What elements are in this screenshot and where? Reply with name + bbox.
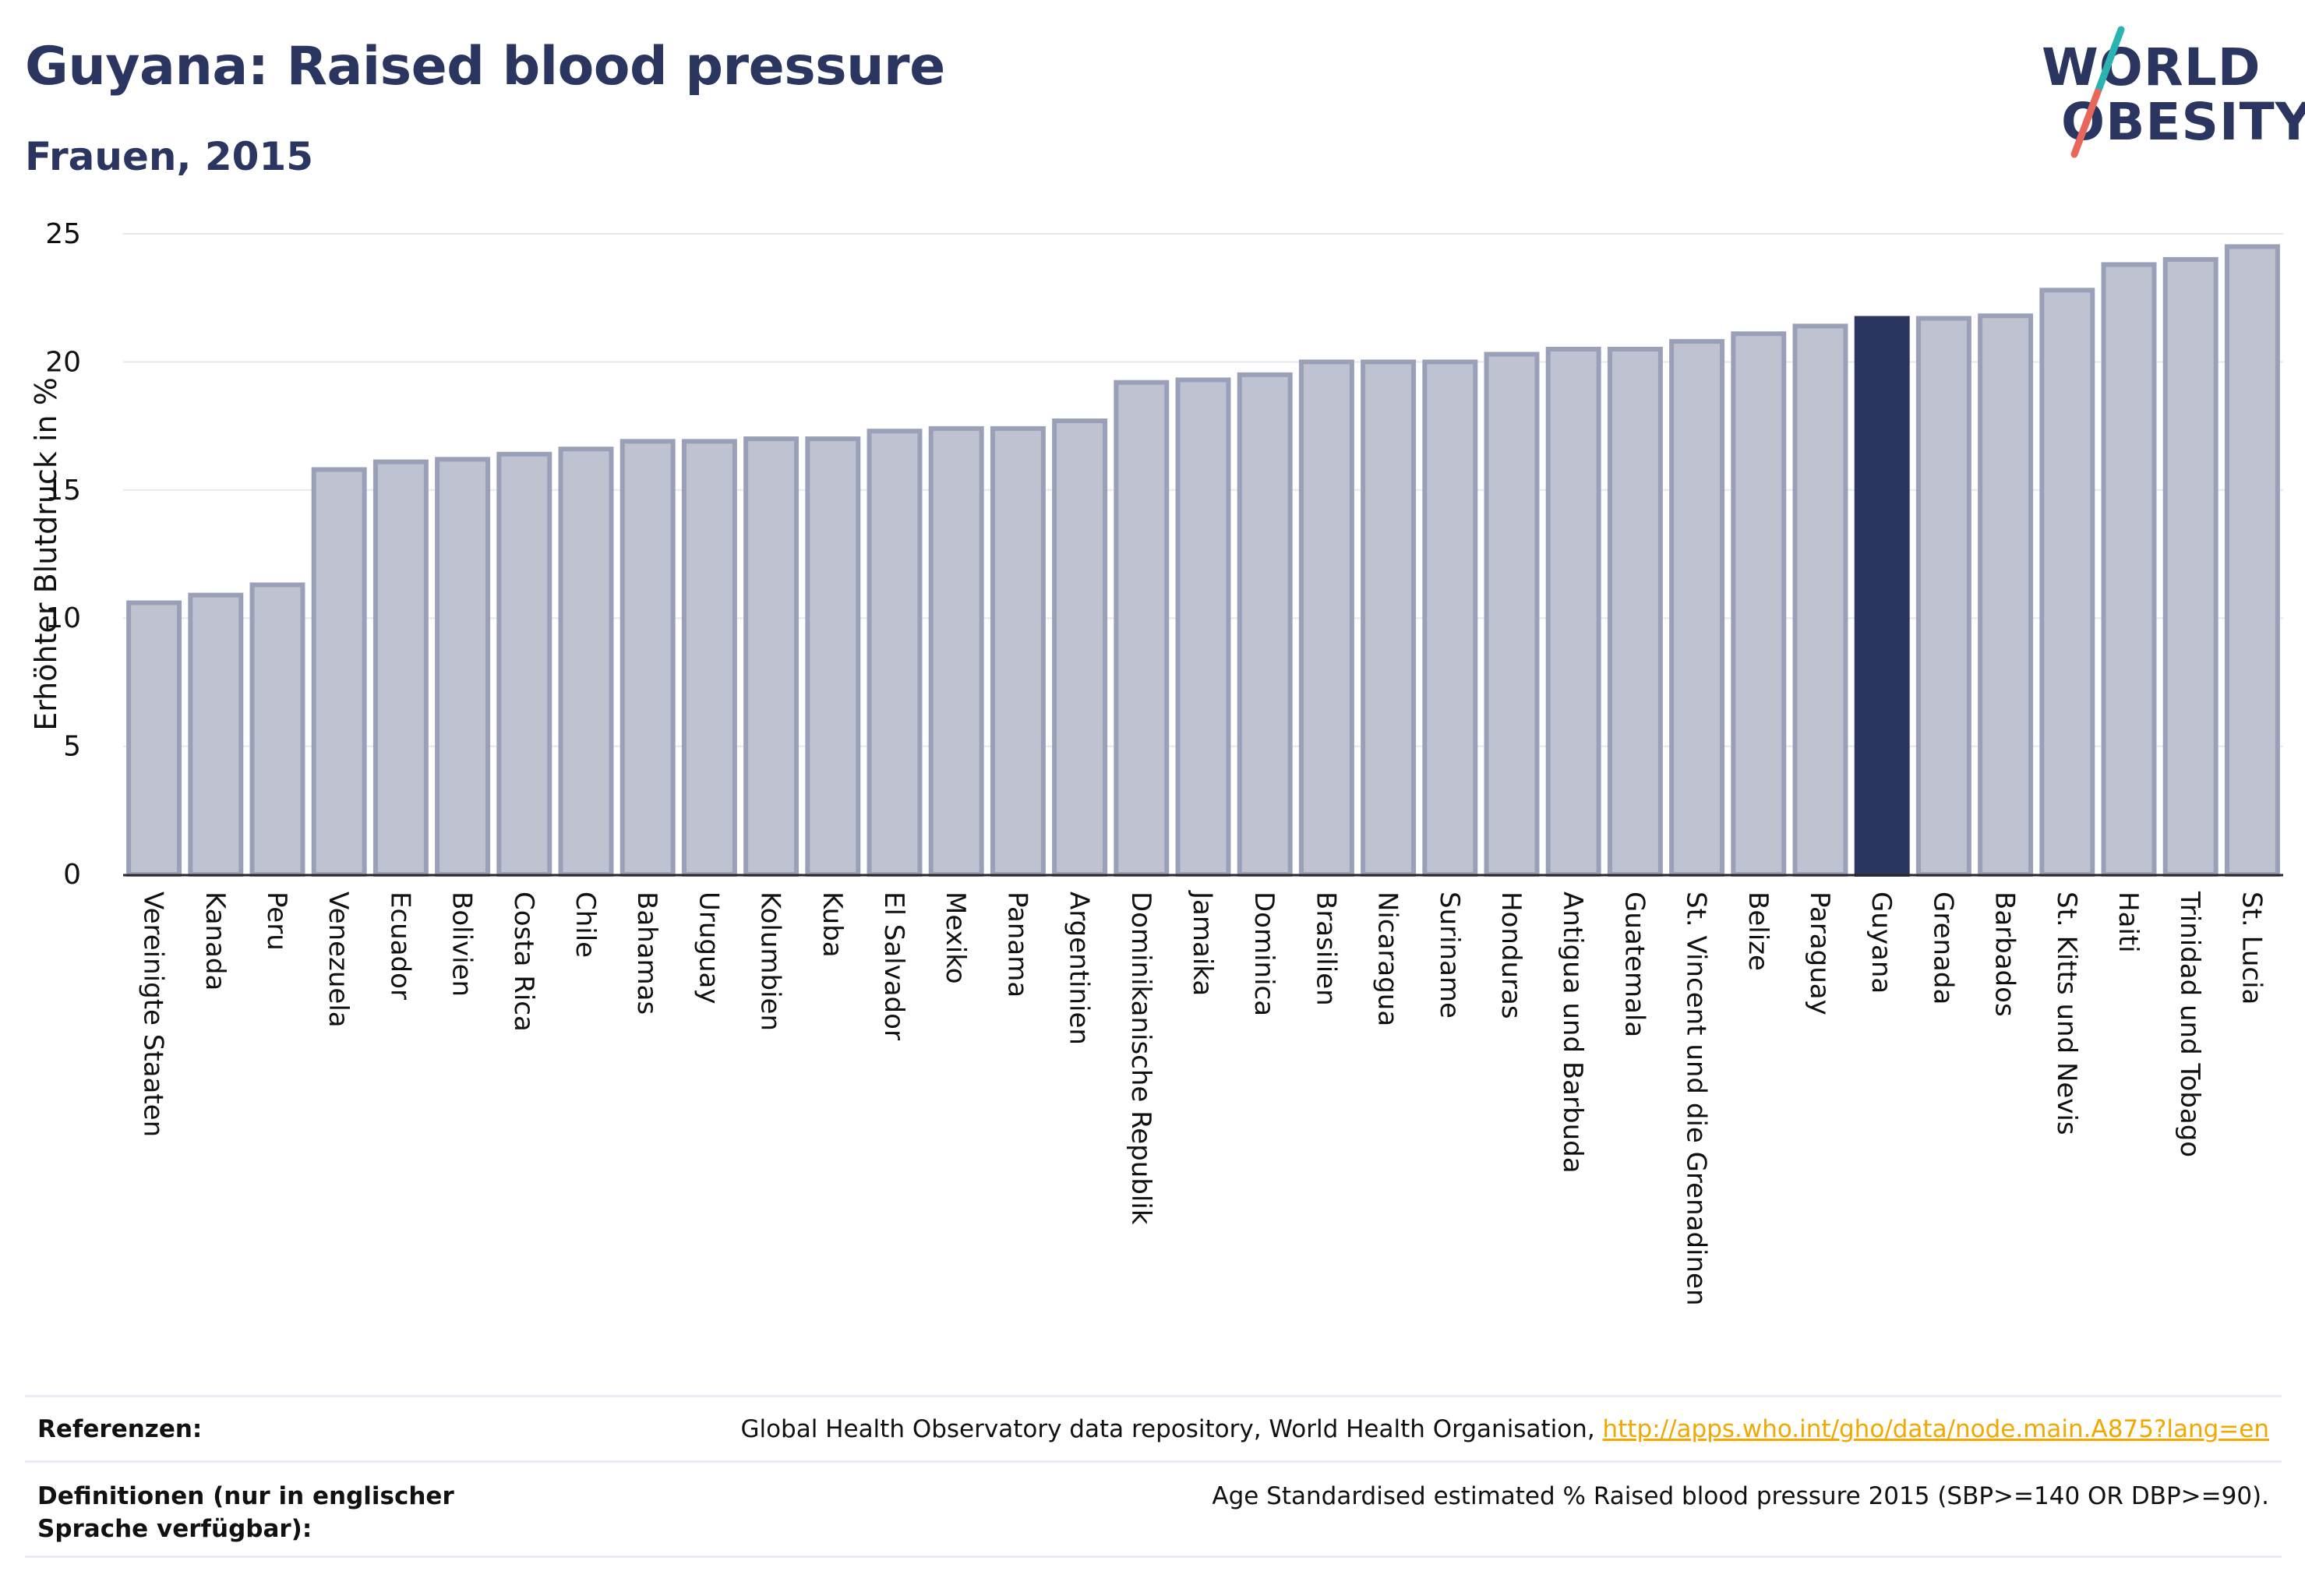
bar [249, 582, 305, 877]
page-subtitle: Frauen, 2015 [25, 134, 314, 179]
x-category-label: Kolumbien [755, 892, 786, 1031]
bar [435, 457, 491, 877]
references-label: Referenzen: [37, 1415, 203, 1443]
bar [126, 600, 182, 877]
definitions-value: Age Standardised estimated % Raised bloo… [1212, 1482, 2269, 1510]
bar [1669, 339, 1725, 877]
y-tick-label: 10 [45, 602, 81, 634]
y-tick-label: 0 [63, 859, 81, 891]
bar [558, 447, 614, 877]
x-category-label: Suriname [1434, 892, 1465, 1019]
y-tick-label: 20 [45, 346, 81, 378]
bar [867, 429, 923, 877]
logo-line-2: OBESITY [2061, 92, 2305, 152]
x-category-label: Guatemala [1618, 892, 1650, 1037]
x-category-label: St. Kitts und Nevis [2051, 892, 2082, 1135]
x-category-label: Argentinien [1064, 892, 1095, 1045]
y-tick-label: 5 [63, 731, 81, 763]
x-category-label: Nicaragua [1372, 892, 1403, 1026]
x-category-label: Bahamas [631, 892, 662, 1015]
x-category-label: Uruguay [693, 892, 724, 1005]
x-category-label: Kanada [199, 892, 231, 990]
bar [2039, 288, 2095, 877]
x-category-label: Ecuador [384, 892, 415, 1000]
bar [743, 436, 800, 877]
bar [1545, 346, 1601, 877]
definitions-row: Definitionen (nur in englischer Sprache … [25, 1460, 2282, 1558]
x-category-label: Kuba [817, 892, 848, 958]
y-tick-label: 25 [45, 218, 81, 250]
bar [188, 592, 244, 877]
bar [1978, 313, 2034, 877]
x-category-label: Panama [1001, 892, 1032, 998]
x-category-label: Guyana [1866, 892, 1897, 994]
bar [928, 425, 984, 877]
y-axis-ticks: 0 5 10 15 20 25 [45, 218, 81, 891]
y-axis-title: Erhöhter Blutdruck in % [29, 377, 63, 731]
references-value: Global Health Observatory data repositor… [740, 1413, 2269, 1446]
x-category-label: Costa Rica [508, 892, 539, 1032]
references-link[interactable]: http://apps.who.int/gho/data/node.main.A… [1602, 1415, 2269, 1443]
x-category-label: Haiti [2113, 892, 2144, 953]
references-text: Global Health Observatory data repositor… [740, 1415, 1603, 1443]
x-category-label: Dominica [1248, 892, 1280, 1016]
x-category-label: Belize [1742, 892, 1774, 971]
bar [2162, 256, 2219, 877]
definitions-label: Definitionen (nur in englischer Sprache … [37, 1482, 454, 1543]
bar [1237, 372, 1293, 877]
logo-slash-icon [2070, 26, 2125, 158]
footer-divider [25, 1555, 2282, 1558]
x-category-label: Vereinigte Staaten [138, 892, 169, 1137]
x-category-label: St. Vincent und die Grenadinen [1681, 892, 1712, 1306]
bar [1792, 323, 1848, 877]
bars [123, 244, 2283, 877]
bar [1052, 418, 1108, 877]
bar [1298, 359, 1354, 877]
x-category-label: Dominikanische Republik [1125, 892, 1156, 1225]
bar [1607, 346, 1663, 877]
bar [1484, 351, 1540, 877]
bar [1114, 380, 1170, 877]
bar [311, 467, 367, 877]
x-category-label: Mexiko [940, 892, 971, 984]
y-tick-label: 15 [45, 475, 81, 507]
bar [1422, 359, 1478, 877]
page-title: Guyana: Raised blood pressure [25, 36, 945, 97]
bar-highlight [1854, 316, 1910, 877]
x-category-label: Paraguay [1804, 892, 1835, 1015]
x-category-label: Chile [570, 892, 601, 958]
bar [2101, 262, 2157, 877]
bar [2224, 244, 2280, 877]
x-category-label: Peru [261, 892, 292, 951]
x-category-label: Venezuela [323, 892, 354, 1028]
bar [1175, 377, 1231, 877]
logo-line-1: WORLD [2042, 37, 2261, 97]
x-category-label: Antigua und Barbuda [1557, 892, 1588, 1174]
bar [1915, 316, 1971, 877]
bar [1731, 331, 1787, 877]
bar [496, 451, 552, 877]
bar [681, 439, 737, 877]
x-category-label: Grenada [1927, 892, 1958, 1005]
bar [372, 459, 429, 877]
x-category-label: Jamaika [1187, 890, 1218, 996]
x-category-label: Bolivien [447, 892, 478, 997]
x-category-label: Barbados [1989, 892, 2021, 1017]
bar [805, 436, 861, 877]
bar [619, 439, 676, 877]
x-category-label: El Salvador [878, 892, 909, 1040]
bar [990, 425, 1046, 877]
x-category-label: Trinidad und Tobago [2174, 891, 2205, 1157]
x-category-label: Honduras [1495, 892, 1527, 1019]
x-axis-labels: Vereinigte Staaten Kanada Peru Venezuela Ecu… [138, 890, 2268, 1306]
bar [1361, 359, 1417, 877]
world-obesity-logo: WORLD OBESITY [2034, 22, 2305, 162]
references-row: Referenzen: Global Health Observatory da… [25, 1395, 2282, 1463]
x-category-label: St. Lucia [2236, 892, 2267, 1005]
x-category-label: Brasilien [1310, 892, 1341, 1006]
